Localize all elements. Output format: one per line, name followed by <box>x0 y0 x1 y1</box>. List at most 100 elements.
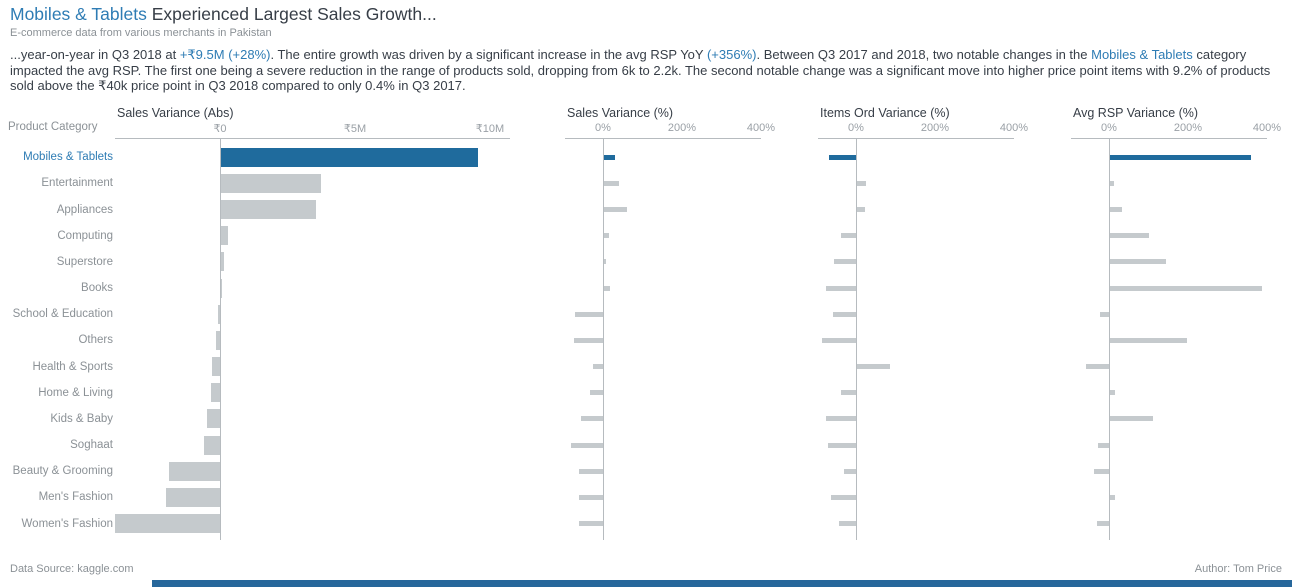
author-label: Author: Tom Price <box>1194 563 1282 575</box>
bar-women-s-fashion[interactable] <box>578 521 603 527</box>
bar-superstore[interactable] <box>1110 259 1167 265</box>
chart-panel-sales-variance-abs: Sales Variance (Abs) ₹0 ₹5M ₹10M <box>114 0 522 587</box>
bar-men-s-fashion[interactable] <box>579 494 603 500</box>
panel-title: Sales Variance (Abs) <box>117 106 234 120</box>
bar-others[interactable] <box>215 330 220 350</box>
axis-tick-label: 0% <box>848 122 864 134</box>
axis-tick-label: 0% <box>595 122 611 134</box>
category-labels: Mobiles & Tablets Entertainment Appliances… <box>0 0 113 587</box>
page-subtitle: E-commerce data from various merchants i… <box>10 27 272 39</box>
zero-line <box>1109 138 1110 540</box>
bar-entertainment[interactable] <box>604 180 619 186</box>
zero-line <box>220 138 221 540</box>
category-label-mobiles-tablets: Mobiles & Tablets <box>23 151 113 164</box>
category-label-beauty-grooming: Beauty & Grooming <box>12 465 113 478</box>
bar-appliances[interactable] <box>221 200 316 220</box>
bar-others[interactable] <box>574 337 603 343</box>
bar-soghaat[interactable] <box>571 442 603 448</box>
category-label-entertainment: Entertainment <box>41 177 113 190</box>
bar-school-education[interactable] <box>217 304 220 324</box>
narrative-segment: Mobiles & Tablets <box>1091 47 1193 62</box>
bar-books[interactable] <box>221 278 222 298</box>
bar-kids-baby[interactable] <box>1110 416 1153 422</box>
bar-school-education[interactable] <box>575 311 603 317</box>
axis-line <box>818 138 1014 139</box>
bar-others[interactable] <box>1110 337 1188 343</box>
category-label-health-sports: Health & Sports <box>32 360 113 373</box>
bar-beauty-grooming[interactable] <box>168 461 220 481</box>
bar-health-sports[interactable] <box>1086 364 1109 370</box>
bar-men-s-fashion[interactable] <box>1110 494 1116 500</box>
bar-kids-baby[interactable] <box>207 409 220 429</box>
category-label-appliances: Appliances <box>56 203 113 216</box>
panel-title: Sales Variance (%) <box>567 106 674 120</box>
bar-appliances[interactable] <box>1110 207 1122 213</box>
bar-school-education[interactable] <box>1100 311 1109 317</box>
zero-line <box>856 138 857 540</box>
bar-mobiles-tablets[interactable] <box>1110 154 1251 160</box>
axis-tick-label: ₹0 <box>213 123 227 135</box>
category-label-home-living: Home & Living <box>38 386 113 399</box>
bar-beauty-grooming[interactable] <box>579 468 603 474</box>
bar-appliances[interactable] <box>857 207 865 213</box>
bar-appliances[interactable] <box>604 207 627 213</box>
narrative-text: ...year-on-year in Q3 2018 at +₹9.5M (+2… <box>10 47 1284 94</box>
bar-entertainment[interactable] <box>1110 180 1114 186</box>
bar-mobiles-tablets[interactable] <box>221 147 478 167</box>
bar-home-living[interactable] <box>589 390 603 396</box>
category-label-others: Others <box>78 334 113 347</box>
bar-women-s-fashion[interactable] <box>1097 521 1109 527</box>
category-label-soghaat: Soghaat <box>70 439 113 452</box>
bar-men-s-fashion[interactable] <box>831 494 856 500</box>
row-label-header: Product Category <box>8 121 98 133</box>
bar-kids-baby[interactable] <box>581 416 603 422</box>
bar-school-education[interactable] <box>833 311 856 317</box>
narrative-segment: (+28%) <box>228 47 271 62</box>
bar-soghaat[interactable] <box>1098 442 1109 448</box>
bar-superstore[interactable] <box>604 259 607 265</box>
narrative-segment: +₹9.5M <box>179 47 225 62</box>
bar-books[interactable] <box>604 285 610 291</box>
bar-entertainment[interactable] <box>857 180 866 186</box>
bar-computing[interactable] <box>604 233 610 239</box>
bar-books[interactable] <box>825 285 856 291</box>
bar-computing[interactable] <box>221 226 228 246</box>
bar-kids-baby[interactable] <box>825 416 856 422</box>
bottom-accent-strip <box>152 580 1292 587</box>
bar-health-sports[interactable] <box>592 364 603 370</box>
bar-superstore[interactable] <box>221 252 225 272</box>
bar-home-living[interactable] <box>211 383 220 403</box>
category-label-computing: Computing <box>57 229 113 242</box>
axis-tick-label: ₹10M <box>475 123 505 135</box>
bar-health-sports[interactable] <box>212 357 220 377</box>
bar-beauty-grooming[interactable] <box>843 468 856 474</box>
category-label-books: Books <box>81 282 113 295</box>
bar-soghaat[interactable] <box>204 435 220 455</box>
bar-computing[interactable] <box>840 233 856 239</box>
bar-home-living[interactable] <box>840 390 856 396</box>
chart-panel-avg-rsp-variance-pct: Avg RSP Variance (%) 0% 200% 400% <box>1071 0 1282 587</box>
bar-health-sports[interactable] <box>857 364 891 370</box>
axis-line <box>115 138 510 139</box>
bar-computing[interactable] <box>1110 233 1149 239</box>
bar-home-living[interactable] <box>1110 390 1115 396</box>
chart-panel-items-ord-variance-pct: Items Ord Variance (%) 0% 200% 400% <box>818 0 1028 587</box>
bar-mobiles-tablets[interactable] <box>829 154 856 160</box>
bar-others[interactable] <box>821 337 856 343</box>
bar-mobiles-tablets[interactable] <box>604 154 616 160</box>
narrative-segment: . The entire growth was driven by a sign… <box>270 47 707 62</box>
axis-tick-label: 400% <box>1252 122 1282 134</box>
axis-tick-label: 0% <box>1101 122 1117 134</box>
bar-books[interactable] <box>1110 285 1263 291</box>
bar-entertainment[interactable] <box>221 173 321 193</box>
bar-soghaat[interactable] <box>827 442 856 448</box>
bar-women-s-fashion[interactable] <box>114 514 220 534</box>
category-label-superstore: Superstore <box>56 255 113 268</box>
bar-women-s-fashion[interactable] <box>839 521 856 527</box>
bar-beauty-grooming[interactable] <box>1093 468 1109 474</box>
bar-superstore[interactable] <box>834 259 856 265</box>
bar-men-s-fashion[interactable] <box>166 487 220 507</box>
axis-tick-label: 400% <box>746 122 776 134</box>
page-title-rest: Experienced Largest Sales Growth... <box>146 4 437 24</box>
